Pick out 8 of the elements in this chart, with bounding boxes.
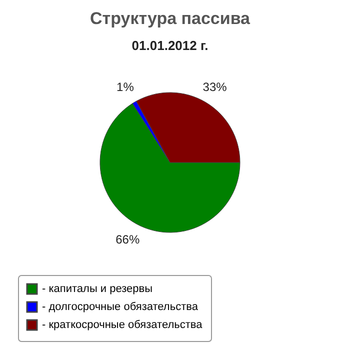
data-label: 1% xyxy=(116,80,134,94)
chart-title: Структура пассива xyxy=(90,9,251,28)
data-label: 33% xyxy=(202,80,228,94)
legend-label: - краткосрочные обязательства xyxy=(42,319,204,331)
legend-label: - долгосрочные обязательства xyxy=(42,301,199,313)
chart-subtitle: 01.01.2012 г. xyxy=(132,38,208,53)
legend-label: - капиталы и резервы xyxy=(42,283,153,295)
data-label: 66% xyxy=(116,232,140,247)
